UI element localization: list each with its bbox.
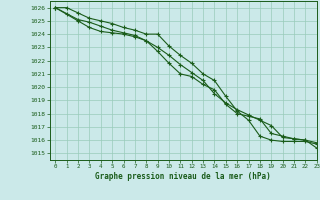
X-axis label: Graphe pression niveau de la mer (hPa): Graphe pression niveau de la mer (hPa) — [95, 172, 271, 181]
